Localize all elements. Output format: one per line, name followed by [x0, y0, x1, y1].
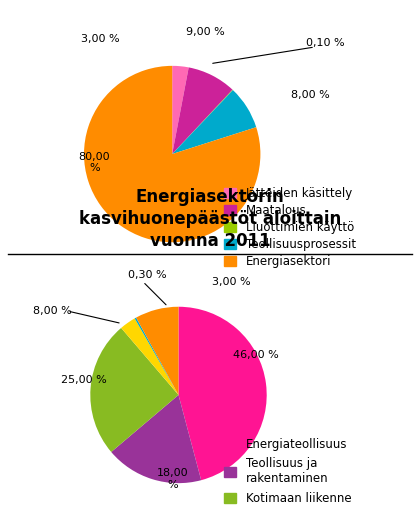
- Legend: Energiateollisuus, Teollisuus ja
rakentaminen, Kotimaan liikenne, Rakennusten lä: Energiateollisuus, Teollisuus ja rakenta…: [224, 438, 381, 507]
- Wedge shape: [121, 318, 178, 395]
- Wedge shape: [84, 66, 260, 242]
- Text: 8,00 %: 8,00 %: [33, 306, 72, 316]
- Text: 46,00 %: 46,00 %: [234, 350, 279, 360]
- Text: 0,10 %: 0,10 %: [306, 38, 345, 48]
- Wedge shape: [172, 90, 233, 154]
- Wedge shape: [172, 90, 256, 154]
- Wedge shape: [136, 307, 178, 395]
- Wedge shape: [111, 395, 201, 483]
- Text: 0,30 %: 0,30 %: [128, 270, 166, 280]
- Wedge shape: [172, 66, 189, 154]
- Text: 3,00 %: 3,00 %: [81, 33, 120, 44]
- Wedge shape: [90, 328, 178, 452]
- Wedge shape: [172, 67, 233, 154]
- Wedge shape: [178, 307, 267, 480]
- Wedge shape: [135, 317, 178, 395]
- Text: 9,00 %: 9,00 %: [186, 27, 225, 37]
- Text: 25,00 %: 25,00 %: [61, 375, 107, 385]
- Text: 80,00
%: 80,00 %: [79, 152, 110, 173]
- Text: 8,00 %: 8,00 %: [291, 90, 330, 100]
- Text: 18,00
%: 18,00 %: [156, 468, 188, 490]
- Title: Energiasektorin
kasvihuonepäästöt aloittain
vuonna 2011: Energiasektorin kasvihuonepäästöt aloitt…: [79, 188, 341, 250]
- Legend: Jätteiden käsittely, Maatalous, Liuottimien käyttö, Teollisuusprosessit, Energia: Jätteiden käsittely, Maatalous, Liuottim…: [224, 187, 356, 268]
- Text: 3,00 %: 3,00 %: [212, 276, 250, 286]
